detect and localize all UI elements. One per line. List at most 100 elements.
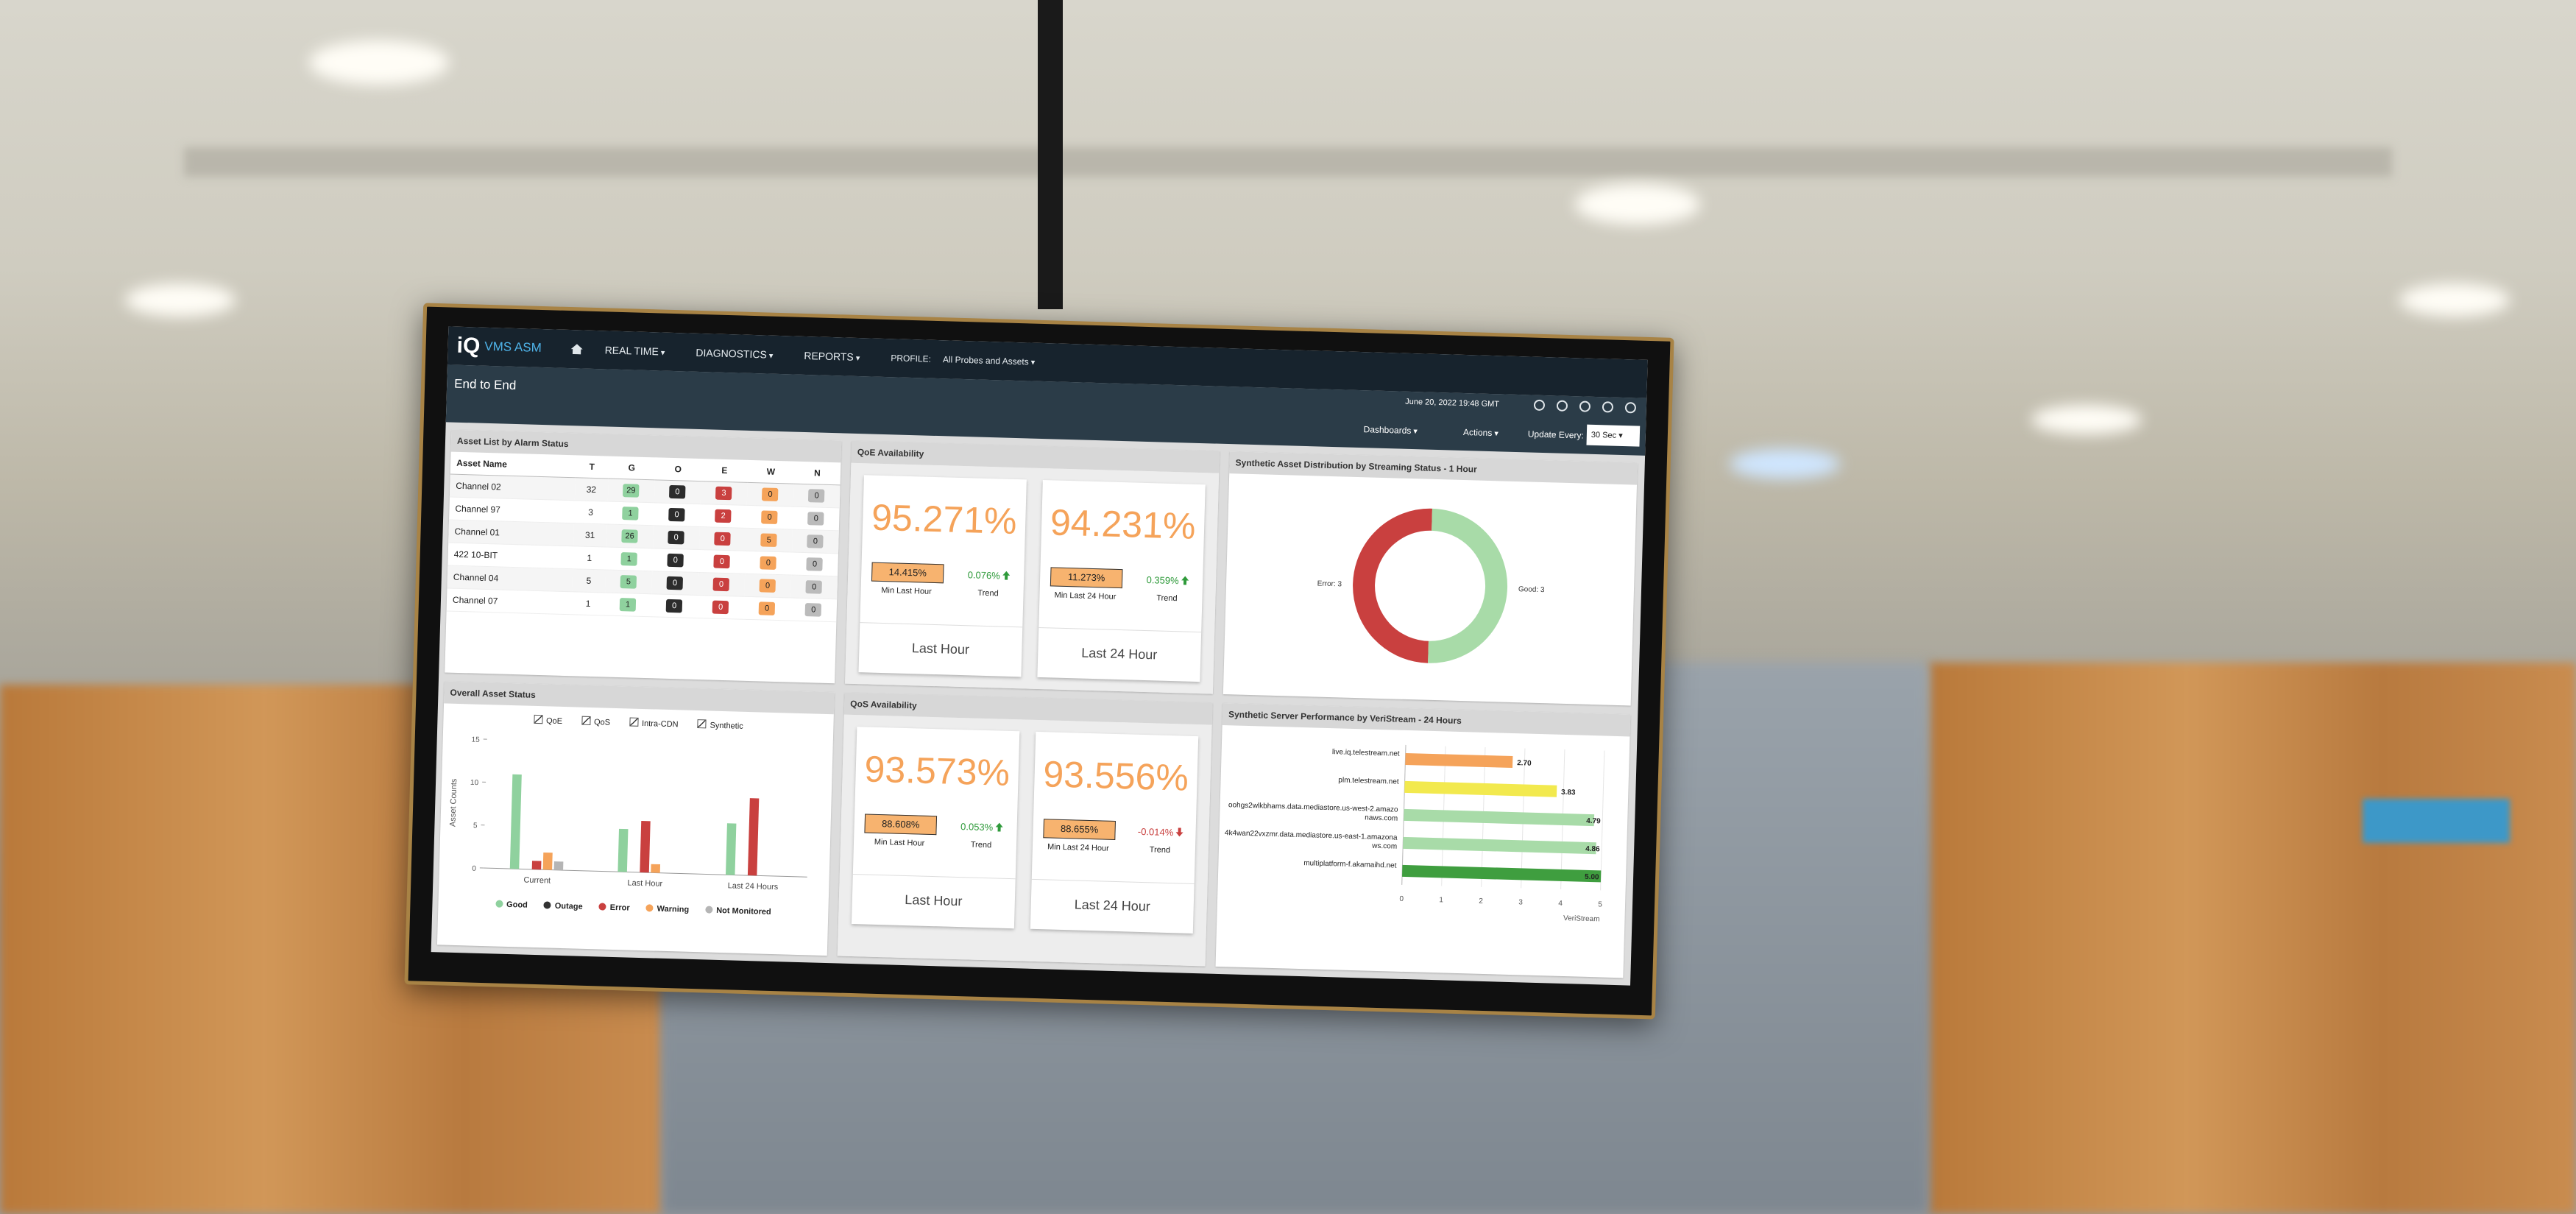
kpi-period: Last Hour: [852, 874, 1016, 911]
update-label: Update Every:: [1527, 428, 1585, 441]
icon[interactable]: [1579, 400, 1591, 412]
status-badge: 2: [715, 509, 732, 523]
table-cell: Channel 97: [449, 497, 575, 523]
kpi-min-label: Min Last 24 Hour: [1047, 842, 1109, 853]
status-badge: 0: [758, 601, 776, 615]
kpi-trend: 0.076%: [955, 569, 1022, 582]
menu-item[interactable]: REPORTS: [804, 350, 860, 363]
status-badge: 3: [715, 486, 732, 501]
legend-item[interactable]: Warning: [645, 904, 689, 914]
kpi-period: Last 24 Hour: [1038, 627, 1202, 665]
arrow-shape: [1181, 576, 1189, 585]
asset-table: Asset Name T G O E W N Channel 02 32 29 0 3 0 0 Channe…: [446, 451, 841, 623]
table-cell: 0: [744, 574, 792, 599]
table-cell: 0: [791, 529, 839, 554]
y-tick-label: 15: [471, 736, 480, 744]
menu: REAL TIME DIAGNOSTICS REPORTS: [604, 344, 891, 364]
overall-status-panel: Overall Asset Status QoE QoS Intra-CDN Synt…: [436, 681, 835, 956]
logo[interactable]: iQ: [456, 333, 481, 359]
qos-panel: QoS Availability 93.573% 88.608% Min Last …: [837, 692, 1213, 967]
legend-item[interactable]: Good: [495, 900, 528, 910]
table-cell: 0: [652, 525, 700, 550]
table-cell: 422 10-BIT: [447, 543, 573, 569]
update-select[interactable]: 30 Sec: [1586, 424, 1641, 447]
legend-item[interactable]: Outage: [543, 901, 583, 911]
toolbar-icons: [1533, 399, 1637, 414]
table-cell: Channel 04: [447, 565, 573, 592]
data-label: 4.86: [1585, 845, 1600, 854]
page-title: End to End: [453, 376, 517, 393]
bar: [1403, 836, 1596, 855]
table-cell: Channel 02: [449, 474, 576, 501]
table-cell: 5: [604, 570, 652, 594]
table-cell: 0: [653, 502, 701, 527]
home-icon[interactable]: [571, 344, 583, 354]
bar: [1402, 864, 1602, 883]
wood-panel: [1928, 663, 2576, 1214]
table-cell: 5: [572, 568, 606, 593]
menu-item[interactable]: REAL TIME: [604, 344, 665, 357]
trend-arrow: [1175, 827, 1183, 837]
status-badge: 0: [668, 530, 684, 545]
profile-select[interactable]: All Probes and Assets: [943, 354, 1036, 367]
legend-item[interactable]: Error: [598, 903, 630, 913]
ceiling-light: [1575, 184, 1700, 225]
datetime: June 20, 2022 19:48 GMT: [1405, 397, 1500, 409]
table-cell: 1: [604, 592, 652, 617]
bar: [747, 798, 760, 876]
status-badge: 0: [667, 553, 684, 568]
legend-swatch: [645, 904, 654, 912]
status-badge: 0: [762, 487, 779, 502]
bar: [725, 823, 737, 875]
filter-checkbox[interactable]: Synthetic: [697, 719, 743, 731]
table-cell: 0: [651, 571, 698, 596]
table-cell: 5: [745, 528, 793, 553]
trend-arrow: [995, 822, 1003, 832]
bar: [509, 774, 522, 869]
status-badge: 1: [619, 598, 637, 612]
kpi-trend: 0.359%: [1134, 574, 1200, 587]
filter-checkbox[interactable]: Intra-CDN: [629, 717, 679, 729]
table-cell: 2: [699, 504, 747, 529]
profile-label: PROFILE:: [891, 353, 932, 364]
y-tick-label: 5: [473, 822, 478, 830]
bar: [1404, 808, 1595, 827]
menu-item[interactable]: DIAGNOSTICS: [696, 347, 773, 361]
trend-value: 0.053%: [960, 821, 994, 833]
table-cell: 3: [573, 500, 608, 525]
x-tick-label: 1: [1439, 896, 1443, 904]
kpi-card: 93.556% 88.655% Min Last 24 Hour -0.014% Tre…: [1030, 731, 1199, 934]
icon[interactable]: [1533, 399, 1546, 412]
status-badge: 5: [760, 533, 778, 547]
dashboards-button[interactable]: Dashboards: [1363, 424, 1418, 436]
column-header: E: [701, 459, 749, 483]
status-badge: 1: [620, 552, 638, 566]
bar: [618, 828, 629, 872]
kpi-trend: -0.014%: [1127, 825, 1193, 839]
icon[interactable]: [1624, 402, 1637, 414]
legend-label: Outage: [554, 901, 583, 911]
ceiling-beam: [184, 147, 2392, 177]
bar: [542, 852, 553, 870]
table-cell: 0: [743, 596, 791, 621]
filter-checkbox[interactable]: QoS: [581, 716, 610, 727]
icon[interactable]: [1602, 401, 1614, 413]
icon[interactable]: [1556, 400, 1568, 412]
grid-line: [1600, 750, 1605, 891]
trend-arrow: [1181, 576, 1189, 585]
status-badge: 0: [713, 554, 731, 569]
server-perf-panel: Synthetic Server Performance by VeriStre…: [1215, 702, 1631, 978]
column-header: W: [747, 459, 795, 484]
ceiling-light: [125, 283, 236, 317]
column-header: N: [793, 461, 841, 485]
status-badge: 0: [805, 580, 823, 594]
screen: iQ VMS ASM REAL TIME DIAGNOSTICS REPORTS P…: [431, 326, 1648, 986]
status-badge: 0: [808, 489, 825, 503]
status-badge: 0: [712, 600, 729, 615]
column-header: O: [654, 457, 702, 481]
x-axis-label: VeriStream: [1563, 914, 1600, 923]
actions-button[interactable]: Actions: [1463, 427, 1498, 438]
filter-checkbox[interactable]: QoE: [534, 715, 562, 726]
legend-item[interactable]: Not Monitored: [705, 906, 771, 917]
legend-swatch: [543, 901, 551, 909]
